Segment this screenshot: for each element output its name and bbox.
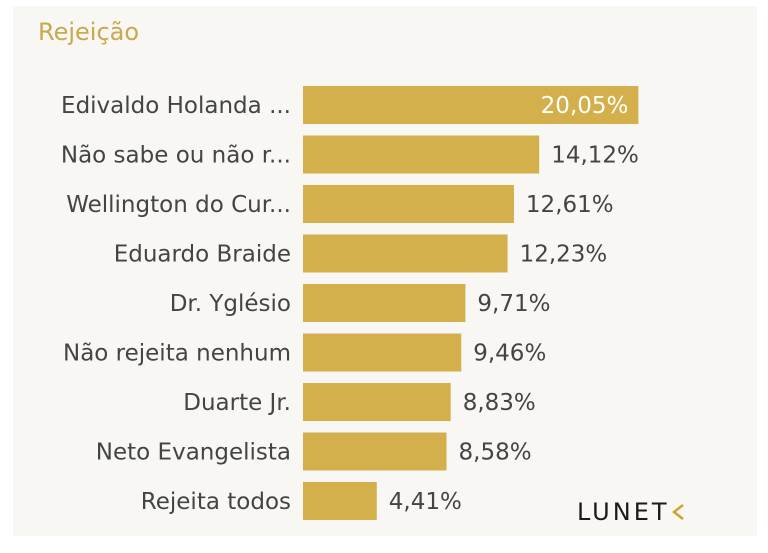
- category-label: Eduardo Braide: [114, 242, 291, 268]
- category-label: Dr. Yglésio: [170, 291, 291, 317]
- data-label: 12,61%: [526, 192, 614, 218]
- data-label: 8,83%: [463, 390, 536, 416]
- data-label: 4,41%: [389, 489, 462, 515]
- bar: [303, 383, 451, 421]
- bar: [303, 185, 514, 223]
- data-label: 9,71%: [477, 291, 550, 317]
- data-label: 20,05%: [541, 93, 629, 119]
- data-label: 12,23%: [520, 242, 608, 268]
- data-label: 14,12%: [551, 143, 639, 169]
- chart-card: Rejeição Edivaldo Holanda ... 20,05% Não s…: [13, 6, 757, 536]
- category-label: Não rejeita nenhum: [63, 341, 291, 367]
- bar: [303, 432, 447, 471]
- category-label: Wellington do Cur...: [66, 192, 291, 218]
- category-label: Edivaldo Holanda ...: [61, 93, 291, 119]
- bar: [303, 482, 377, 520]
- bar-chart: Edivaldo Holanda ... 20,05% Não sabe ou nã…: [61, 86, 639, 520]
- data-label: 8,58%: [459, 440, 532, 466]
- bar: [303, 86, 639, 124]
- category-label: Duarte Jr.: [183, 390, 291, 416]
- brand-text: LUNET: [577, 498, 670, 526]
- category-label: Neto Evangelista: [96, 440, 291, 466]
- bar: [303, 234, 508, 273]
- bar: [303, 284, 466, 322]
- category-label: Rejeita todos: [141, 489, 291, 515]
- bar: [303, 135, 540, 174]
- data-label: 9,46%: [473, 341, 546, 367]
- bar: [303, 333, 462, 372]
- chart-title: Rejeição: [38, 18, 140, 46]
- brand-logo: LUNET: [577, 498, 685, 526]
- chevron-left-icon: [671, 504, 684, 520]
- category-label: Não sabe ou não r...: [61, 143, 291, 169]
